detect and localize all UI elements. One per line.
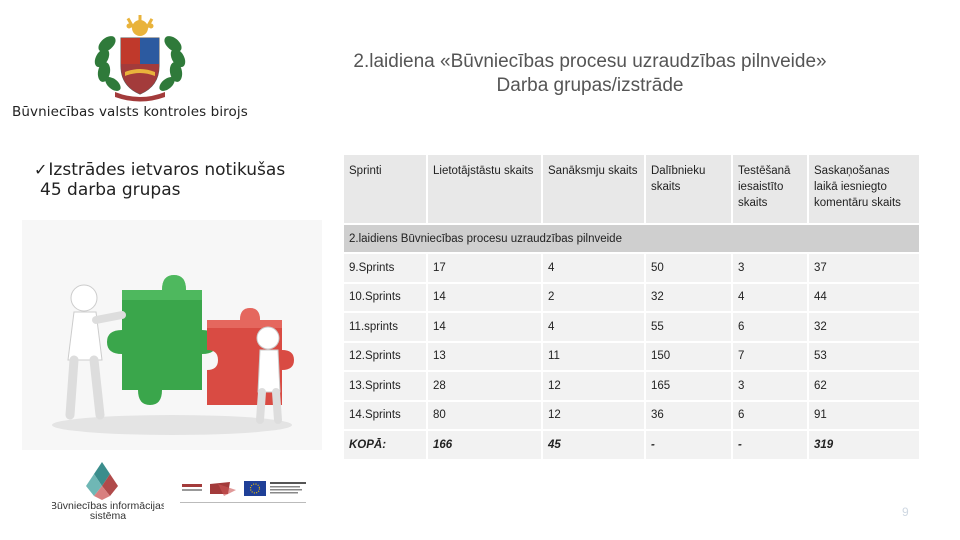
puzzle-people-illustration <box>22 220 322 450</box>
table-cell: 14.Sprints <box>344 401 426 429</box>
table-cell: 9.Sprints <box>344 254 426 282</box>
sprints-table: Sprinti Lietotājstāstu skaits Sanāksmju … <box>342 153 921 461</box>
header-comments: Saskaņošanas laikā iesniegto komentāru s… <box>809 155 919 223</box>
bis-name-line-2: sistēma <box>90 510 126 520</box>
table-cell: 28 <box>428 372 541 400</box>
table-cell: 4 <box>733 283 807 311</box>
table-cell: 12 <box>543 372 644 400</box>
table-cell: 7 <box>733 342 807 370</box>
table-cell: 50 <box>646 254 731 282</box>
header-meetings: Sanāksmju skaits <box>543 155 644 223</box>
header-testers: Testēšanā iesaistīto skaits <box>733 155 807 223</box>
table-cell: 32 <box>809 313 919 341</box>
page-title: 2.laidiena «Būvniecības procesu uzraudzī… <box>280 50 900 98</box>
table-cell: 6 <box>733 401 807 429</box>
header-user-stories: Lietotājstāstu skaits <box>428 155 541 223</box>
table-cell: 14 <box>428 283 541 311</box>
table-row: 12.Sprints 13 11 150 7 53 <box>344 342 919 370</box>
table-cell: 14 <box>428 313 541 341</box>
coat-of-arms-icon <box>94 15 186 102</box>
table-group-row: 2.laidiens Būvniecības procesu uzraudzīb… <box>344 225 919 252</box>
table-cell: 150 <box>646 342 731 370</box>
total-cell: 45 <box>543 431 644 459</box>
table-cell: 37 <box>809 254 919 282</box>
table-row: 10.Sprints 14 2 32 4 44 <box>344 283 919 311</box>
table-cell: 3 <box>733 372 807 400</box>
table-cell: 11 <box>543 342 644 370</box>
table-total-row: KOPĀ: 166 45 - - 319 <box>344 431 919 459</box>
table-cell: 62 <box>809 372 919 400</box>
table-header-row: Sprinti Lietotājstāstu skaits Sanāksmju … <box>344 155 919 223</box>
table-cell: 91 <box>809 401 919 429</box>
group-label: 2.laidiens Būvniecības procesu uzraudzīb… <box>344 225 919 252</box>
total-cell: KOPĀ: <box>344 431 426 459</box>
table-cell: 12.Sprints <box>344 342 426 370</box>
table-cell: 53 <box>809 342 919 370</box>
total-cell: 166 <box>428 431 541 459</box>
title-line-2: Darba grupas/izstrāde <box>496 75 684 96</box>
bis-name-line-1: Būvniecības informācijas <box>52 500 164 512</box>
table-row: 14.Sprints 80 12 36 6 91 <box>344 401 919 429</box>
table-cell: 13.Sprints <box>344 372 426 400</box>
table-cell: 55 <box>646 313 731 341</box>
bullet-line-1: Izstrādes ietvaros notikušas <box>48 160 286 180</box>
table-cell: 12 <box>543 401 644 429</box>
table-cell: 32 <box>646 283 731 311</box>
eu-flag-icon <box>244 481 266 496</box>
table-cell: 13 <box>428 342 541 370</box>
table-row: 13.Sprints 28 12 165 3 62 <box>344 372 919 400</box>
title-line-1: 2.laidiena «Būvniecības procesu uzraudzī… <box>353 51 827 72</box>
header-participants: Dalībnieku skaits <box>646 155 731 223</box>
page-number: 9 <box>902 505 909 519</box>
table-cell: 165 <box>646 372 731 400</box>
table-row: 11.sprints 14 4 55 6 32 <box>344 313 919 341</box>
table-cell: 3 <box>733 254 807 282</box>
table-cell: 80 <box>428 401 541 429</box>
total-cell: 319 <box>809 431 919 459</box>
table-cell: 4 <box>543 254 644 282</box>
total-cell: - <box>646 431 731 459</box>
total-cell: - <box>733 431 807 459</box>
org-name: Būvniecības valsts kontroles birojs <box>12 104 248 120</box>
checkmark-icon: ✓ <box>34 160 48 179</box>
bullet-line-2: 45 darba grupas <box>40 180 181 200</box>
partner-logos <box>180 481 306 503</box>
bullet-point: ✓Izstrādes ietvaros notikušas 45 darba g… <box>34 160 285 200</box>
table-cell: 11.sprints <box>344 313 426 341</box>
bis-logo-icon: Būvniecības informācijas sistēma <box>52 462 164 520</box>
table-cell: 6 <box>733 313 807 341</box>
table-cell: 17 <box>428 254 541 282</box>
header-sprinti: Sprinti <box>344 155 426 223</box>
table-cell: 44 <box>809 283 919 311</box>
table-row: 9.Sprints 17 4 50 3 37 <box>344 254 919 282</box>
table-cell: 36 <box>646 401 731 429</box>
table-cell: 10.Sprints <box>344 283 426 311</box>
table-cell: 4 <box>543 313 644 341</box>
table-cell: 2 <box>543 283 644 311</box>
